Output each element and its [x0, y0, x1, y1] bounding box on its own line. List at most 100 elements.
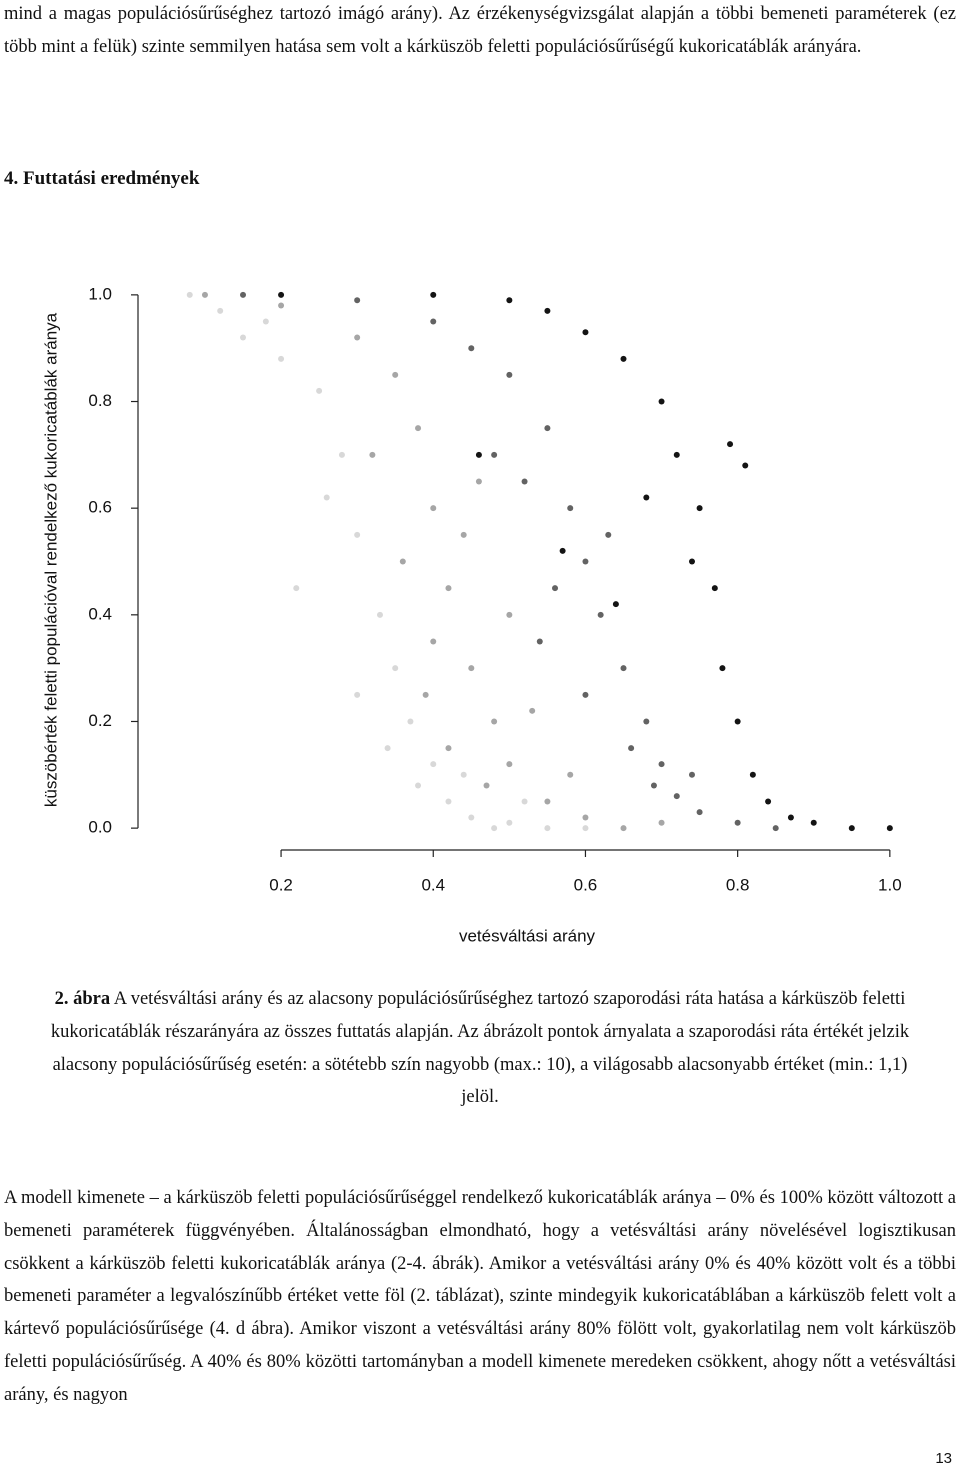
- point: [354, 531, 361, 538]
- point: [430, 318, 437, 325]
- caption-text: A vetésváltási arány és az alacsony popu…: [50, 989, 910, 1108]
- point: [506, 297, 513, 304]
- point: [529, 707, 536, 714]
- point: [765, 798, 772, 805]
- point: [886, 825, 893, 832]
- y-tick-label: 1.0: [88, 284, 112, 303]
- point: [612, 601, 619, 608]
- point: [552, 585, 559, 592]
- point: [262, 318, 269, 325]
- point: [376, 611, 383, 618]
- point: [407, 718, 414, 725]
- point: [430, 761, 437, 768]
- point: [506, 819, 513, 826]
- point: [734, 718, 741, 725]
- point: [582, 329, 589, 336]
- point: [673, 793, 680, 800]
- point: [559, 547, 566, 554]
- point: [392, 371, 399, 378]
- point: [354, 334, 361, 341]
- point: [620, 355, 627, 362]
- point: [544, 798, 551, 805]
- point: [430, 505, 437, 512]
- point: [415, 425, 422, 432]
- point: [658, 761, 665, 768]
- y-tick-label: 0.8: [88, 391, 112, 410]
- point: [392, 665, 399, 672]
- x-tick-label: 1.0: [878, 875, 902, 894]
- chart: vetésváltási arány küszöbérték feletti p…: [41, 284, 902, 945]
- point: [787, 814, 794, 821]
- point: [772, 825, 779, 832]
- point: [544, 425, 551, 432]
- point: [582, 825, 589, 832]
- point: [460, 771, 467, 778]
- point: [430, 291, 437, 298]
- point: [650, 782, 657, 789]
- y-tick-label: 0.4: [88, 604, 112, 623]
- y-tick-label: 0.2: [88, 711, 112, 730]
- point: [240, 291, 247, 298]
- point: [582, 691, 589, 698]
- x-tick-label: 0.8: [726, 875, 750, 894]
- point: [643, 718, 650, 725]
- figure-caption: 2. ábra A vetésváltási arány és az alacs…: [40, 983, 920, 1114]
- point: [605, 531, 612, 538]
- point: [369, 451, 376, 458]
- point: [278, 355, 285, 362]
- point: [354, 297, 361, 304]
- point: [475, 478, 482, 485]
- point: [323, 494, 330, 501]
- point: [491, 718, 498, 725]
- y-tick-label: 0.6: [88, 498, 112, 517]
- point: [719, 665, 726, 672]
- point: [278, 302, 285, 309]
- point: [468, 345, 475, 352]
- point: [468, 665, 475, 672]
- x-tick-label: 0.6: [574, 875, 598, 894]
- point: [643, 494, 650, 501]
- point: [491, 825, 498, 832]
- point: [475, 451, 482, 458]
- point: [278, 291, 285, 298]
- x-axis-label: vetésváltási arány: [459, 926, 596, 945]
- point: [445, 745, 452, 752]
- x-tick-label: 0.2: [269, 875, 293, 894]
- point: [316, 387, 323, 394]
- point: [354, 691, 361, 698]
- point: [810, 819, 817, 826]
- point: [506, 371, 513, 378]
- point: [445, 798, 452, 805]
- point: [567, 505, 574, 512]
- point: [673, 451, 680, 458]
- point: [240, 334, 247, 341]
- point: [422, 691, 429, 698]
- point: [734, 819, 741, 826]
- point: [201, 291, 208, 298]
- point: [658, 398, 665, 405]
- x-tick-label: 0.4: [421, 875, 445, 894]
- point: [848, 825, 855, 832]
- point: [688, 771, 695, 778]
- point: [384, 745, 391, 752]
- page-number: 13: [935, 1450, 952, 1467]
- paragraph: mind a magas populációsűrűséghez tartozó…: [4, 4, 956, 57]
- point: [460, 531, 467, 538]
- point: [597, 611, 604, 618]
- point: [415, 782, 422, 789]
- point: [727, 441, 734, 448]
- y-axis-label: küszöbérték feletti populációval rendelk…: [41, 312, 60, 807]
- point: [749, 771, 756, 778]
- point: [620, 825, 627, 832]
- point: [536, 638, 543, 645]
- point: [742, 462, 749, 469]
- point: [567, 771, 574, 778]
- point: [696, 809, 703, 816]
- point: [696, 505, 703, 512]
- point: [186, 291, 193, 298]
- point: [521, 478, 528, 485]
- point: [430, 638, 437, 645]
- point: [544, 307, 551, 314]
- paragraph: A modell kimenete – a kárküszöb feletti …: [4, 1188, 956, 1405]
